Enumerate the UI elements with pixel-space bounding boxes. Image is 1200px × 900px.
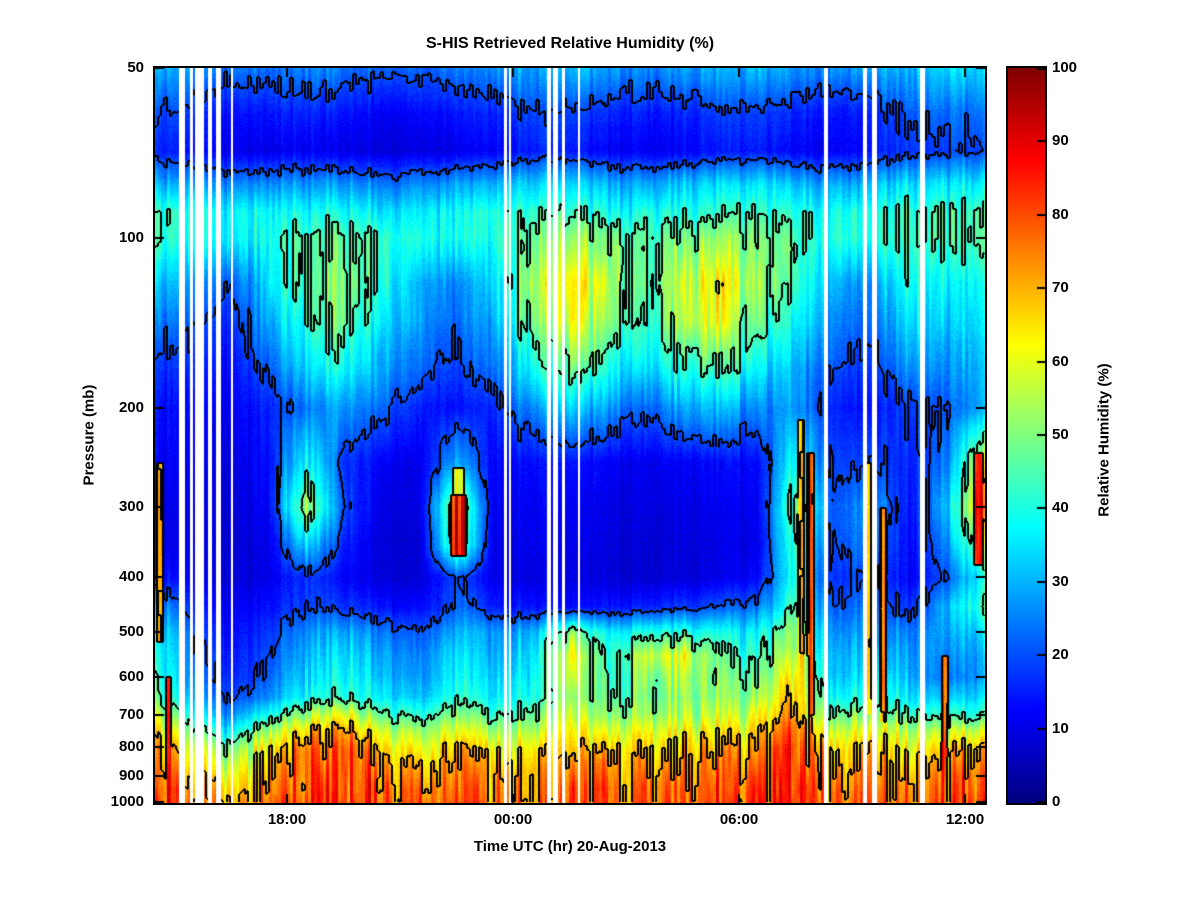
y-tick-label: 100 (118, 229, 144, 246)
colorbar-tick-label: 80 (1052, 206, 1069, 223)
heatmap-plot (153, 66, 987, 805)
y-tick-label: 600 (118, 668, 144, 685)
colorbar (1006, 66, 1047, 805)
y-tick-label: 400 (118, 568, 144, 585)
colorbar-tick-label: 100 (1052, 59, 1078, 76)
x-tick-label: 12:00 (945, 811, 985, 828)
x-tick-label: 00:00 (493, 811, 533, 828)
colorbar-label: Relative Humidity (%) (1095, 363, 1113, 517)
colorbar-tick-label: 60 (1052, 353, 1069, 370)
x-tick-label: 06:00 (719, 811, 759, 828)
colorbar-tick-label: 50 (1052, 426, 1069, 443)
chart-title: S-HIS Retrieved Relative Humidity (%) (425, 35, 715, 52)
y-tick-label: 200 (118, 399, 144, 416)
colorbar-tick-label: 10 (1052, 720, 1069, 737)
y-tick-label: 50 (127, 59, 144, 76)
y-tick-label: 300 (118, 498, 144, 515)
colorbar-tick-label: 0 (1052, 793, 1061, 810)
colorbar-tick-label: 20 (1052, 646, 1069, 663)
x-axis-label: Time UTC (hr) 20-Aug-2013 (473, 838, 667, 855)
colorbar-tick-label: 70 (1052, 279, 1069, 296)
colorbar-tick-label: 30 (1052, 573, 1069, 590)
heatmap-canvas (155, 68, 985, 803)
colorbar-tick-label: 90 (1052, 132, 1069, 149)
y-tick-label: 700 (118, 706, 144, 723)
y-tick-label: 800 (118, 738, 144, 755)
y-tick-label: 500 (118, 623, 144, 640)
colorbar-canvas (1008, 68, 1045, 803)
colorbar-tick-label: 40 (1052, 499, 1069, 516)
y-tick-label: 1000 (110, 793, 144, 810)
y-tick-label: 900 (118, 767, 144, 784)
x-tick-label: 18:00 (267, 811, 307, 828)
